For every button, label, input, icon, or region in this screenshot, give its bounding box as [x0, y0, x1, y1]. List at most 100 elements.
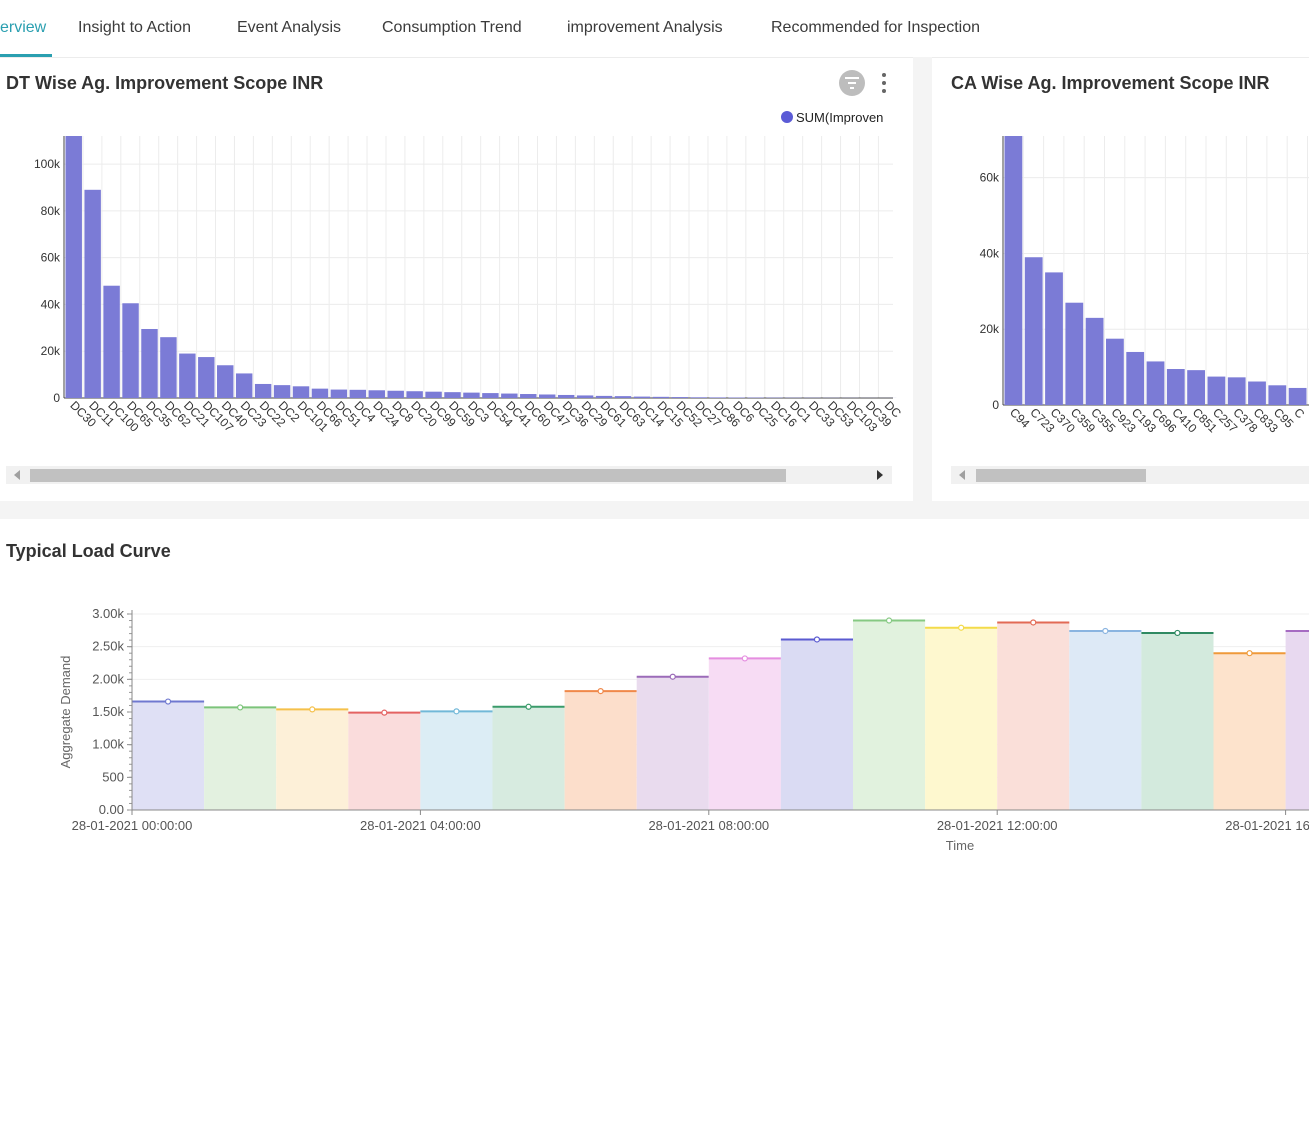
data-point [309, 706, 316, 713]
scroll-thumb[interactable] [30, 469, 786, 482]
ca-chart-scrollbar[interactable] [951, 466, 1309, 484]
data-point [453, 708, 460, 715]
bar [1248, 381, 1266, 405]
area-segment [1141, 632, 1214, 810]
data-point [1030, 619, 1037, 626]
bar [1004, 136, 1023, 405]
area-segment [636, 676, 709, 810]
area-segment [348, 712, 421, 810]
scroll-thumb[interactable] [976, 469, 1146, 482]
bar [254, 383, 272, 398]
bar [1085, 317, 1104, 405]
y-tick-label: 80k [41, 204, 61, 218]
tab-insight-to-action[interactable]: Insight to Action [78, 19, 191, 36]
bar [1166, 369, 1185, 405]
data-point [741, 655, 748, 662]
tab-event-analysis[interactable]: Event Analysis [237, 19, 342, 36]
bar [576, 395, 594, 398]
area-segment [1213, 653, 1286, 810]
more-vertical-icon[interactable] [876, 72, 892, 94]
bar [1268, 385, 1287, 405]
legend-label: SUM(Improven [796, 110, 884, 125]
tab-improvement-analysis[interactable]: improvement Analysis [567, 19, 723, 36]
y-tick-label: 20k [980, 322, 1000, 336]
bar [595, 395, 613, 398]
bar [330, 389, 348, 398]
bar [539, 394, 556, 398]
data-point [885, 617, 893, 624]
y-tick-label: 500 [102, 769, 124, 784]
data-point [1174, 629, 1181, 637]
panel-gap [913, 57, 932, 501]
dt-chart-scrollbar[interactable] [6, 466, 892, 484]
data-point [237, 704, 244, 711]
bar [65, 136, 82, 398]
chart-legend[interactable]: SUM(Improven [781, 110, 883, 125]
area-segment [925, 627, 998, 810]
y-tick-label: 0 [53, 391, 60, 405]
x-tick-label: 28-01-2021 00:00:00 [72, 818, 193, 833]
y-tick-label: 40k [980, 246, 1000, 260]
bar [160, 337, 177, 398]
bar [690, 397, 707, 398]
y-tick-label: 1.00k [92, 737, 124, 752]
filter-button[interactable] [839, 70, 865, 96]
bar [1207, 376, 1226, 405]
bar [198, 357, 215, 398]
scroll-left-icon[interactable] [14, 470, 20, 480]
data-point [813, 636, 821, 643]
data-point [381, 709, 388, 716]
area-segment [492, 706, 565, 810]
tab-consumption-trend[interactable]: Consumption Trend [382, 19, 522, 36]
data-point [164, 698, 172, 705]
area-segment [204, 707, 277, 810]
scroll-left-icon[interactable] [959, 470, 965, 480]
bar [1126, 351, 1145, 405]
y-tick-label: 100k [34, 157, 61, 171]
bar [1288, 387, 1307, 405]
filter-icon [845, 77, 859, 89]
y-tick-label: 60k [980, 171, 1000, 185]
data-point [1102, 627, 1109, 635]
x-tick-label: 28-01-2021 16:00:00 [1225, 818, 1309, 833]
bar [349, 389, 367, 398]
area-segment [1069, 630, 1142, 810]
area-segment [853, 620, 926, 810]
bar [368, 390, 385, 398]
bar [311, 388, 329, 398]
x-tick-label: 28-01-2021 12:00:00 [937, 818, 1058, 833]
ca-panel-title: CA Wise Ag. Improvement Scope INR [951, 73, 1270, 93]
tab-recommended-for-inspection[interactable]: Recommended for Inspection [771, 19, 980, 36]
bar [84, 189, 101, 398]
tab-overview[interactable]: erview [0, 19, 47, 36]
bar [709, 397, 726, 398]
legend-marker [781, 111, 793, 123]
bar [1065, 302, 1084, 405]
area-segment [1285, 630, 1309, 810]
bar [1024, 257, 1043, 405]
active-tab-indicator [0, 54, 52, 57]
bar [1187, 370, 1205, 405]
area-segment [132, 701, 205, 810]
y-axis-title: Aggregate Demand [58, 656, 73, 769]
bar [425, 391, 442, 398]
bar [614, 396, 632, 398]
data-point [669, 673, 676, 680]
data-point [1246, 650, 1253, 657]
x-tick-label: 28-01-2021 08:00:00 [648, 818, 769, 833]
bar [103, 285, 120, 398]
area-segment [420, 711, 493, 810]
ca-bar-chart: 020k40k60kC94C723C370C359C355C923C193C69… [980, 136, 1309, 436]
bar [406, 391, 423, 398]
data-point [958, 624, 965, 631]
y-tick-label: 3.00k [92, 606, 124, 621]
scroll-right-icon[interactable] [877, 470, 883, 480]
bar [179, 353, 196, 398]
dt-panel-title: DT Wise Ag. Improvement Scope INR [6, 73, 324, 93]
y-tick-label: 0 [992, 398, 999, 412]
panel-gap [0, 501, 1309, 519]
y-tick-label: 1.50k [92, 704, 124, 719]
bar [1227, 377, 1246, 405]
area-segment [780, 639, 853, 810]
tab-bar: erview Insight to Action Event Analysis … [0, 0, 1309, 58]
